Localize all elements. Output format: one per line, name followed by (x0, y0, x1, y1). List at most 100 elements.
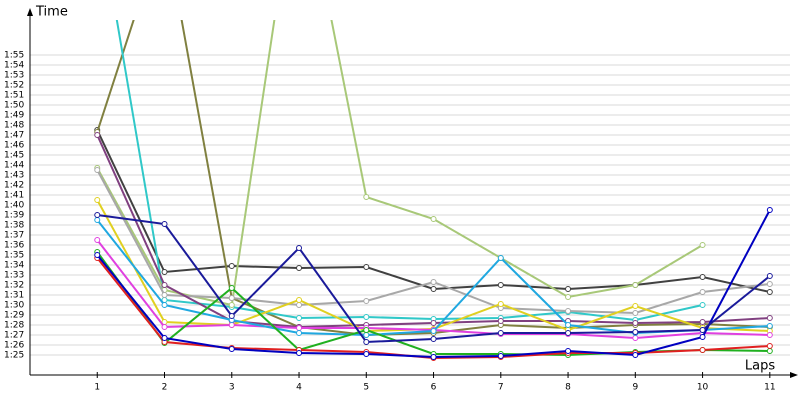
y-tick-label: 1:47 (4, 131, 24, 141)
point-marker (296, 315, 303, 321)
point-marker (766, 273, 773, 279)
y-tick-label: 1:46 (4, 141, 24, 151)
y-tick-label: 1:50 (4, 101, 24, 111)
point-marker (766, 332, 773, 338)
point-marker (228, 322, 235, 328)
point-marker (699, 302, 706, 308)
y-tick-label: 1:31 (4, 291, 24, 301)
y-tick-label: 1:35 (4, 251, 24, 261)
point-marker (632, 335, 639, 341)
point-marker (296, 302, 303, 308)
point-marker (497, 301, 504, 307)
point-marker (699, 347, 706, 353)
y-tick-label: 1:38 (4, 221, 24, 231)
point-marker (565, 322, 572, 328)
y-tick-label: 1:41 (4, 191, 24, 201)
point-marker (296, 265, 303, 271)
y-tick-label: 1:26 (4, 341, 24, 351)
point-marker (228, 285, 235, 291)
y-tick-label: 1:48 (4, 121, 24, 131)
point-marker (94, 197, 101, 203)
point-marker (161, 324, 168, 330)
point-marker (296, 245, 303, 251)
y-tick-label: 1:51 (4, 91, 24, 101)
point-marker (565, 308, 572, 314)
point-marker (565, 294, 572, 300)
y-tick-label: 1:52 (4, 81, 24, 91)
point-marker (699, 327, 706, 333)
point-marker (766, 348, 773, 354)
point-marker (430, 216, 437, 222)
point-marker (228, 295, 235, 301)
point-marker (766, 281, 773, 287)
point-marker (632, 320, 639, 326)
point-marker (766, 323, 773, 329)
point-marker (161, 282, 168, 288)
point-marker (363, 339, 370, 345)
point-marker (228, 313, 235, 319)
y-axis-title: Time (35, 5, 68, 20)
y-tick-label: 1:42 (4, 181, 24, 191)
point-marker (296, 330, 303, 336)
x-tick-label: 3 (229, 383, 235, 393)
y-axis-arrow (27, 8, 33, 16)
y-tick-label: 1:32 (4, 281, 24, 291)
point-marker (766, 207, 773, 213)
point-marker (430, 286, 437, 292)
point-marker (766, 343, 773, 349)
y-tick-label: 1:25 (4, 351, 24, 361)
point-marker (766, 315, 773, 321)
point-marker (228, 263, 235, 269)
point-marker (699, 242, 706, 248)
x-tick-label: 4 (296, 383, 302, 393)
point-marker (363, 264, 370, 270)
point-marker (161, 335, 168, 341)
y-tick-label: 1:44 (4, 161, 24, 171)
y-tick-label: 1:55 (4, 51, 24, 61)
point-marker (497, 282, 504, 288)
point-marker (497, 255, 504, 261)
point-marker (363, 332, 370, 338)
point-marker (161, 302, 168, 308)
point-marker (94, 237, 101, 243)
point-marker (363, 194, 370, 200)
point-marker (766, 289, 773, 295)
x-tick-label: 8 (565, 383, 571, 393)
point-marker (363, 314, 370, 320)
point-marker (699, 289, 706, 295)
point-marker (94, 132, 101, 138)
point-marker (632, 282, 639, 288)
x-tick-label: 2 (162, 383, 168, 393)
y-tick-label: 1:49 (4, 111, 24, 121)
point-marker (565, 330, 572, 336)
x-tick-label: 6 (431, 383, 437, 393)
point-marker (161, 269, 168, 275)
x-tick-label: 5 (363, 383, 369, 393)
point-marker (363, 351, 370, 357)
point-marker (632, 303, 639, 309)
point-marker (497, 330, 504, 336)
point-marker (94, 167, 101, 173)
y-tick-label: 1:54 (4, 61, 24, 71)
point-marker (363, 327, 370, 333)
point-marker (565, 348, 572, 354)
point-marker (94, 217, 101, 223)
point-marker (94, 252, 101, 258)
point-marker (497, 353, 504, 359)
point-marker (161, 221, 168, 227)
point-marker (699, 334, 706, 340)
point-marker (632, 310, 639, 316)
point-marker (94, 212, 101, 218)
y-tick-label: 1:34 (4, 261, 24, 271)
y-tick-label: 1:53 (4, 71, 24, 81)
point-marker (430, 336, 437, 342)
point-marker (430, 328, 437, 334)
point-marker (296, 350, 303, 356)
y-tick-label: 1:30 (4, 301, 24, 311)
x-tick-label: 1 (94, 383, 100, 393)
x-tick-label: 7 (498, 383, 504, 393)
point-marker (161, 292, 168, 298)
point-marker (565, 286, 572, 292)
point-marker (430, 320, 437, 326)
